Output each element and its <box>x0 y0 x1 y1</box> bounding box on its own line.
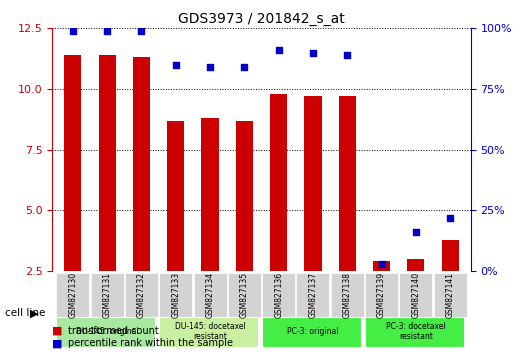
Text: DU-145: docetaxel
resistant: DU-145: docetaxel resistant <box>175 322 245 342</box>
Point <box>412 229 420 235</box>
FancyBboxPatch shape <box>400 273 433 316</box>
Text: GSM827133: GSM827133 <box>171 272 180 318</box>
Bar <box>407 259 424 271</box>
Text: ■: ■ <box>52 326 63 336</box>
FancyBboxPatch shape <box>56 273 89 316</box>
Point <box>378 261 386 267</box>
Point <box>446 215 454 221</box>
Text: GSM827130: GSM827130 <box>69 272 77 318</box>
Point <box>172 62 180 68</box>
Point <box>206 64 214 70</box>
FancyBboxPatch shape <box>262 273 295 316</box>
FancyBboxPatch shape <box>331 273 363 316</box>
Text: GSM827138: GSM827138 <box>343 272 352 318</box>
Point <box>343 52 351 58</box>
FancyBboxPatch shape <box>365 273 398 316</box>
Text: PC-3: original: PC-3: original <box>287 327 339 336</box>
Bar <box>304 96 322 271</box>
FancyBboxPatch shape <box>56 316 155 347</box>
Point <box>69 28 77 34</box>
Point <box>275 47 283 53</box>
Bar <box>167 121 184 271</box>
Text: ▶: ▶ <box>30 308 38 318</box>
Point <box>137 28 145 34</box>
Text: GSM827134: GSM827134 <box>206 272 214 318</box>
Bar <box>236 121 253 271</box>
FancyBboxPatch shape <box>194 273 226 316</box>
Text: DU-145: original: DU-145: original <box>76 327 139 336</box>
Bar <box>441 240 459 271</box>
Text: GSM827139: GSM827139 <box>377 272 386 318</box>
Text: GSM827131: GSM827131 <box>103 272 112 318</box>
FancyBboxPatch shape <box>365 316 464 347</box>
Bar <box>373 261 390 271</box>
FancyBboxPatch shape <box>228 273 261 316</box>
Point <box>309 50 317 56</box>
Text: GSM827140: GSM827140 <box>411 272 420 318</box>
Bar <box>339 96 356 271</box>
Text: cell line: cell line <box>5 308 46 318</box>
Bar <box>99 55 116 271</box>
Text: GSM827135: GSM827135 <box>240 272 249 318</box>
Bar <box>201 118 219 271</box>
FancyBboxPatch shape <box>262 316 361 347</box>
FancyBboxPatch shape <box>90 273 123 316</box>
FancyBboxPatch shape <box>125 273 158 316</box>
Text: transformed count: transformed count <box>68 326 159 336</box>
Point <box>240 64 248 70</box>
Bar <box>270 94 287 271</box>
Text: PC-3: docetaxel
resistant: PC-3: docetaxel resistant <box>386 322 446 342</box>
Title: GDS3973 / 201842_s_at: GDS3973 / 201842_s_at <box>178 12 345 26</box>
Bar <box>64 55 82 271</box>
Text: ■: ■ <box>52 338 63 348</box>
Text: GSM827132: GSM827132 <box>137 272 146 318</box>
Text: GSM827141: GSM827141 <box>446 272 454 318</box>
Text: GSM827137: GSM827137 <box>309 272 317 318</box>
Text: GSM827136: GSM827136 <box>274 272 283 318</box>
Text: percentile rank within the sample: percentile rank within the sample <box>68 338 233 348</box>
FancyBboxPatch shape <box>297 273 329 316</box>
FancyBboxPatch shape <box>160 316 258 347</box>
Bar <box>133 57 150 271</box>
Point <box>103 28 111 34</box>
FancyBboxPatch shape <box>434 273 467 316</box>
FancyBboxPatch shape <box>160 273 192 316</box>
